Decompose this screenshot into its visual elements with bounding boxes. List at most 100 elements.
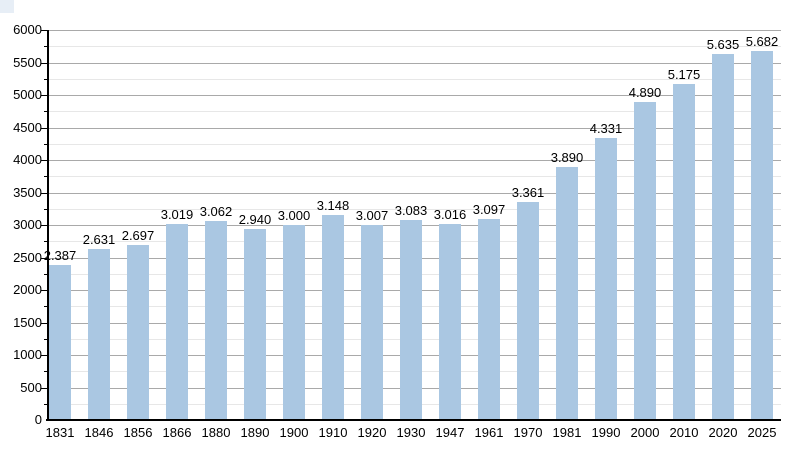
x-tick-label: 1910 — [318, 425, 348, 440]
bar — [88, 248, 110, 420]
x-tick-label: 1900 — [279, 425, 309, 440]
bar-value-label: 3.097 — [472, 201, 506, 217]
y-axis-tick — [44, 306, 48, 308]
x-tick-label: 1866 — [162, 425, 192, 440]
y-axis-tick — [44, 273, 48, 275]
bar-value-label: 4.331 — [589, 121, 623, 137]
bar-value-label: 2.940 — [238, 211, 272, 227]
bar-value-label: 5.175 — [667, 66, 701, 82]
major-gridline — [48, 62, 781, 64]
y-axis-tick — [44, 46, 48, 48]
bar — [205, 220, 227, 420]
bar — [517, 201, 539, 420]
bar — [478, 218, 500, 420]
x-tick-label: 1930 — [396, 425, 426, 440]
y-axis-tick — [41, 225, 48, 226]
y-axis-tick — [41, 290, 48, 291]
major-gridline — [48, 127, 781, 129]
bar-value-label: 2.387 — [43, 247, 77, 263]
y-axis-tick — [41, 355, 48, 356]
bar — [127, 244, 149, 420]
minor-gridline — [48, 78, 781, 80]
x-tick-label: 1920 — [357, 425, 387, 440]
major-gridline — [48, 95, 781, 96]
major-gridline — [48, 160, 781, 161]
x-tick-label: 1961 — [474, 425, 504, 440]
x-axis — [46, 419, 781, 421]
bar — [283, 225, 305, 420]
x-tick-label: 2020 — [708, 425, 738, 440]
corner-artifact — [0, 0, 14, 13]
y-axis-tick — [44, 208, 48, 210]
x-tick-label: 2000 — [630, 425, 660, 440]
y-axis-tick — [41, 62, 48, 64]
minor-gridline — [48, 176, 781, 178]
minor-gridline — [48, 143, 781, 145]
bar — [244, 228, 266, 420]
y-tick-label: 5500 — [13, 54, 42, 70]
major-gridline — [48, 30, 781, 31]
bar-value-label: 3.062 — [199, 203, 233, 219]
y-tick-label: 3000 — [13, 217, 42, 232]
bar — [556, 167, 578, 420]
bar — [49, 264, 71, 420]
y-tick-label: 3500 — [13, 184, 42, 200]
x-tick-label: 1856 — [123, 425, 153, 440]
minor-gridline — [48, 111, 781, 113]
y-axis-tick — [44, 241, 48, 243]
y-axis-tick — [41, 127, 48, 129]
x-tick-label: 1990 — [591, 425, 621, 440]
y-axis-tick — [41, 387, 48, 389]
y-axis-tick — [44, 143, 48, 145]
bar-value-label: 2.697 — [121, 227, 155, 243]
y-axis-tick — [44, 78, 48, 80]
y-tick-label: 2000 — [13, 282, 42, 297]
y-axis-tick — [41, 322, 48, 324]
x-tick-label: 2025 — [747, 425, 777, 440]
x-tick-label: 1846 — [84, 425, 114, 440]
y-axis-tick — [41, 257, 48, 259]
bar — [712, 53, 734, 420]
bar — [322, 215, 344, 420]
bar-value-label: 5.635 — [706, 36, 740, 52]
bar — [634, 102, 656, 420]
x-tick-label: 1981 — [552, 425, 582, 440]
bar — [400, 219, 422, 420]
bar-value-label: 3.148 — [316, 198, 350, 214]
bar — [439, 223, 461, 420]
bar-value-label: 4.890 — [628, 85, 662, 101]
bar-value-label: 3.890 — [550, 150, 584, 166]
y-tick-label: 1000 — [13, 347, 42, 362]
y-tick-label: 4000 — [13, 152, 42, 167]
y-axis — [47, 30, 49, 420]
y-axis-tick — [41, 95, 48, 96]
y-axis-tick — [44, 338, 48, 340]
y-axis-tick — [41, 160, 48, 161]
bar-value-label: 3.016 — [433, 206, 467, 222]
x-tick-label: 1947 — [435, 425, 465, 440]
y-tick-label: 5000 — [13, 87, 42, 102]
bar-value-label: 3.019 — [160, 206, 194, 222]
bar — [166, 223, 188, 420]
bar — [361, 224, 383, 420]
bar-value-label: 3.000 — [277, 208, 311, 223]
y-axis-tick — [41, 30, 48, 31]
bar — [751, 50, 773, 420]
y-tick-label: 6000 — [13, 22, 42, 37]
bar-value-label: 3.007 — [355, 207, 389, 223]
x-tick-label: 2010 — [669, 425, 699, 440]
y-axis-tick — [44, 403, 48, 405]
y-tick-label: 500 — [20, 379, 42, 395]
bar-value-label: 2.631 — [82, 231, 116, 247]
bar-value-label: 3.083 — [394, 202, 428, 218]
y-tick-label: 4500 — [13, 119, 42, 135]
bar — [673, 83, 695, 420]
y-tick-label: 0 — [34, 412, 42, 427]
bar — [595, 138, 617, 420]
x-tick-label: 1890 — [240, 425, 270, 440]
major-gridline — [48, 192, 781, 194]
x-tick-label: 1880 — [201, 425, 231, 440]
y-tick-label: 1500 — [13, 314, 42, 330]
x-tick-label: 1970 — [513, 425, 543, 440]
